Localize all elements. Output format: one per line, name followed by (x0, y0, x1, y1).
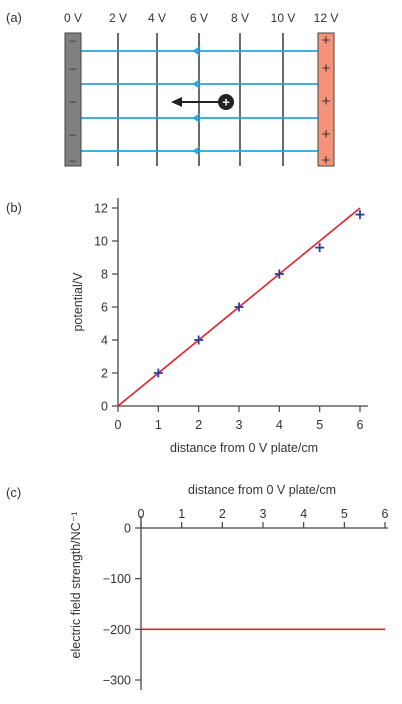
voltage-label: 2 V (109, 11, 127, 25)
voltage-label: 8 V (231, 11, 249, 25)
plate-0v (64, 32, 82, 167)
data-point (234, 302, 244, 312)
voltage-label: 0 V (64, 11, 82, 25)
chart-b-axes (117, 198, 368, 407)
data-point (153, 368, 163, 378)
y-tick-label: 2 (101, 367, 108, 381)
data-point (194, 335, 204, 345)
chart-c-ylabel: electric field strength/NC⁻¹ (69, 512, 83, 659)
field-lines (81, 50, 318, 152)
x-tick-label: 6 (382, 507, 389, 521)
plate-12v (317, 32, 335, 167)
y-tick-label: 12 (94, 202, 108, 216)
x-tick-label: 5 (316, 418, 323, 432)
chart-c-y-ticks: 0 −100 −200 −300 (103, 522, 141, 688)
voltage-label: 10 V (271, 11, 296, 25)
y-tick-label: 0 (101, 400, 108, 414)
chart-b-xlabel: distance from 0 V plate/cm (170, 441, 318, 455)
data-point (355, 210, 365, 220)
x-tick-label: 1 (178, 507, 185, 521)
chart-b-x-ticks: 0 1 2 3 4 5 6 (115, 406, 364, 432)
y-tick-label: 0 (124, 522, 131, 536)
plus-sign: + (322, 93, 331, 110)
panel-c: (c) distance from 0 V plate/cm 0 1 2 3 4 5 6 0… (6, 483, 389, 690)
y-tick-label: −200 (103, 623, 131, 637)
minus-sign: – (70, 127, 77, 141)
y-tick-label: 10 (94, 235, 108, 249)
x-tick-label: 2 (195, 418, 202, 432)
field-arrow-icon (192, 79, 201, 89)
x-tick-label: 3 (236, 418, 243, 432)
chart-c-x-ticks: 0 1 2 3 4 5 6 (138, 507, 389, 528)
positive-charge: + (218, 94, 234, 110)
y-tick-label: −300 (103, 674, 131, 688)
y-tick-label: −100 (103, 572, 131, 586)
data-point (274, 269, 284, 279)
x-tick-label: 4 (276, 418, 283, 432)
minus-sign: – (70, 33, 77, 47)
voltage-label: 4 V (148, 11, 166, 25)
plus-sign: + (322, 152, 331, 169)
y-tick-label: 8 (101, 268, 108, 282)
x-tick-label: 3 (260, 507, 267, 521)
panel-b-label: (b) (6, 200, 22, 215)
plus-sign: + (322, 60, 331, 77)
plus-sign: + (322, 126, 331, 143)
voltage-label: 6 V (190, 11, 208, 25)
field-line-arrows (192, 46, 201, 156)
field-arrow-icon (192, 113, 201, 123)
panel-c-label: (c) (6, 485, 21, 500)
x-tick-label: 0 (115, 418, 122, 432)
x-tick-label: 4 (300, 507, 307, 521)
plus-sign: + (322, 32, 331, 49)
voltage-label: 12 V (314, 11, 339, 25)
panel-a-label: (a) (6, 10, 22, 25)
voltage-labels: 0 V 2 V 4 V 6 V 8 V 10 V 12 V (64, 11, 338, 25)
chart-c-xlabel: distance from 0 V plate/cm (188, 483, 336, 497)
chart-b-y-ticks: 0 2 4 6 8 10 12 (94, 202, 118, 414)
plate-12v-signs: + + + + + (322, 32, 331, 169)
chart-b-points (153, 210, 365, 378)
field-arrow-icon (192, 146, 201, 156)
x-tick-label: 1 (155, 418, 162, 432)
x-tick-label: 5 (341, 507, 348, 521)
x-tick-label: 6 (357, 418, 364, 432)
y-tick-label: 6 (101, 301, 108, 315)
charge-symbol: + (222, 95, 230, 110)
force-arrow (171, 97, 222, 107)
data-point (315, 243, 325, 253)
field-arrow-icon (192, 46, 201, 56)
x-tick-label: 2 (219, 507, 226, 521)
equipotential-lines (117, 33, 284, 166)
minus-sign: – (70, 61, 77, 75)
x-tick-label: 0 (138, 507, 145, 521)
plate-0v-signs: – – – – – (70, 33, 77, 167)
y-tick-label: 4 (101, 334, 108, 348)
chart-b-ylabel: potential/V (71, 272, 85, 332)
minus-sign: – (70, 94, 77, 108)
chart-c-axes (140, 516, 388, 690)
minus-sign: – (70, 153, 77, 167)
